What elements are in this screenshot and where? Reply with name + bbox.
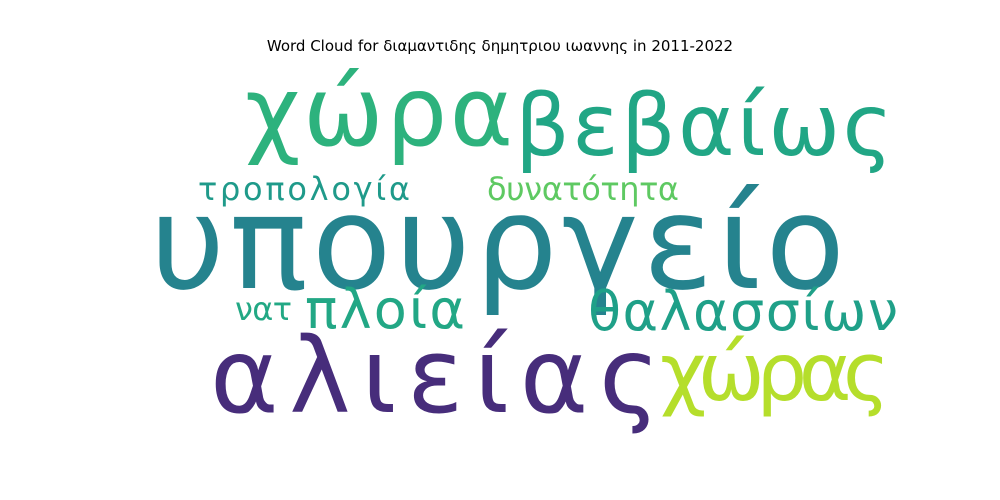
chart-title: Word Cloud for διαμαντιδης δημητριου ιωα… [266,37,734,55]
cloud-word: θαλασσίων [588,280,898,343]
cloud-word: νατ [235,290,292,328]
cloud-word: βεβαίως [515,76,893,176]
cloud-word: χώρας [660,326,890,419]
cloud-word: πλοία [305,278,465,341]
cloud-word: τροπολογία [198,170,410,208]
cloud-word: υπουργείο [150,167,845,319]
cloud-word: χώρα [245,56,513,168]
cloud-word: δυνατότητα [487,170,679,208]
